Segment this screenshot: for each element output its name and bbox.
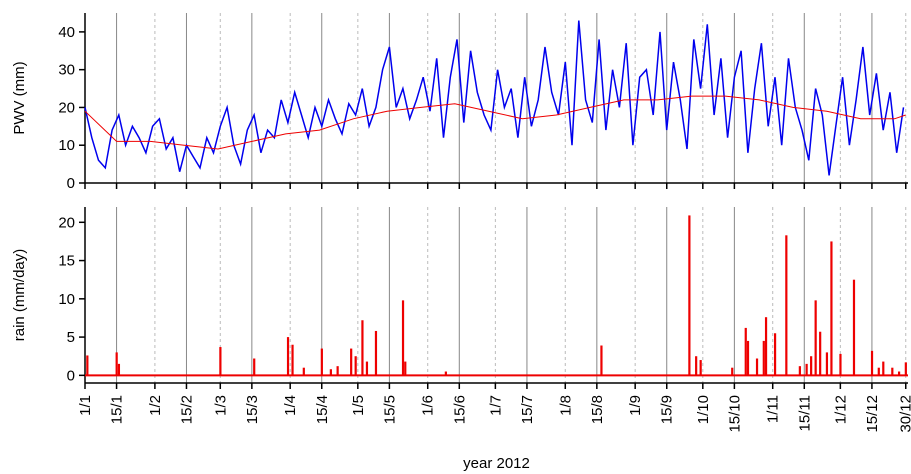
bar	[755, 358, 759, 376]
x-tick-label: 15/2	[178, 395, 195, 424]
bar	[302, 367, 305, 376]
bar	[814, 300, 817, 376]
y-axis-label: rain (mm/day)	[11, 249, 28, 342]
bar	[744, 327, 747, 376]
x-tick-label: 15/3	[244, 395, 261, 424]
bar	[115, 352, 118, 376]
x-tick-label: 15/1	[109, 395, 126, 424]
bar	[361, 320, 364, 376]
y-tick-label: 40	[58, 24, 75, 41]
bar	[798, 366, 801, 376]
x-tick-label: 1/4	[282, 395, 299, 416]
x-tick-label: 15/12	[864, 395, 881, 433]
x-tick-label: 15/10	[726, 395, 743, 433]
bar	[897, 371, 901, 376]
x-tick-label: 15/7	[519, 395, 536, 424]
y-tick-label: 20	[58, 99, 75, 116]
y-tick-label: 20	[58, 214, 75, 231]
y-tick-label: 10	[58, 291, 75, 308]
x-tick-label: 15/8	[589, 395, 606, 424]
x-tick-label: 1/11	[765, 395, 782, 423]
bar	[291, 344, 294, 376]
bar	[785, 235, 788, 376]
bar	[404, 361, 407, 376]
bar	[117, 363, 121, 376]
bar	[805, 363, 808, 376]
bar	[86, 355, 89, 376]
bar	[877, 367, 880, 376]
bar	[870, 350, 874, 376]
y-tick-label: 0	[67, 367, 75, 384]
x-tick-label: 1/1	[77, 395, 94, 416]
bar	[762, 340, 765, 376]
bar	[329, 369, 332, 376]
bar	[600, 345, 603, 376]
bar	[882, 361, 885, 376]
x-tick-label: 1/2	[147, 395, 164, 416]
bar	[819, 331, 822, 376]
bar	[350, 348, 353, 376]
x-tick-label: 1/10	[695, 395, 712, 424]
bar	[365, 361, 369, 376]
bar	[764, 317, 768, 376]
bar	[825, 352, 829, 376]
bar	[374, 330, 378, 376]
y-tick-label: 30	[58, 62, 75, 79]
bar	[746, 340, 750, 376]
x-tick-label: 1/5	[350, 395, 367, 416]
x-tick-label: 1/12	[832, 395, 849, 424]
x-tick-label: 1/6	[420, 395, 437, 416]
bar	[810, 356, 813, 376]
x-tick-label: 1/3	[212, 395, 229, 416]
x-tick-label: 15/6	[451, 395, 468, 424]
bar	[354, 356, 357, 376]
x-tick-label: 15/9	[659, 395, 676, 424]
x-tick-label: 1/7	[487, 395, 504, 416]
bar	[731, 367, 734, 376]
x-tick-label: 1/9	[627, 395, 644, 416]
y-axis-label: PWV (mm)	[11, 61, 28, 134]
bar	[699, 360, 702, 376]
bar	[688, 215, 691, 376]
bar	[253, 358, 256, 376]
bar	[320, 348, 323, 376]
bar	[891, 367, 894, 376]
bar	[401, 300, 405, 376]
y-tick-label: 0	[67, 175, 75, 192]
bar	[830, 241, 833, 376]
bar	[904, 362, 907, 376]
bar	[773, 333, 777, 376]
bar	[286, 337, 290, 376]
x-tick-label: 15/11	[796, 395, 813, 431]
bar	[219, 347, 222, 376]
x-tick-label: 15/4	[314, 395, 331, 424]
y-tick-label: 15	[58, 253, 75, 270]
y-tick-label: 5	[67, 329, 75, 346]
x-axis-label: year 2012	[463, 455, 530, 472]
bar	[336, 366, 339, 376]
bar	[839, 353, 842, 376]
data-line	[84, 20, 905, 176]
x-tick-label: 1/8	[557, 395, 574, 416]
bar	[695, 356, 698, 376]
x-tick-label: 15/5	[381, 395, 398, 424]
bar	[444, 371, 447, 376]
bar	[852, 279, 856, 376]
data-line	[84, 95, 906, 150]
x-tick-label: 30/12	[898, 395, 911, 433]
y-tick-label: 10	[58, 137, 75, 154]
